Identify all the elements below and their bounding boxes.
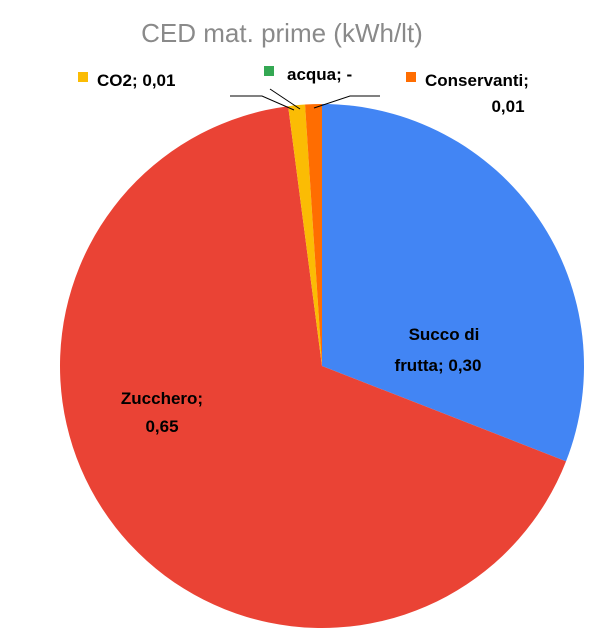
leader-line-conservanti [313,95,380,109]
slice-value-co2: 0,01 [142,71,175,90]
slice-name-acqua: acqua [287,65,337,84]
legend-key-conservanti [406,72,416,82]
slice-value-conservanti: 0,01 [491,97,524,116]
svg-text:Succo di: Succo di [409,325,480,344]
legend-key-acqua [264,66,274,76]
data-label-zucchero: Zucchero; 0,65 [121,389,203,436]
svg-text:frutta; 0,30: frutta; 0,30 [395,356,482,375]
data-label-acqua: acqua; - [264,65,352,84]
slice-value-acqua: - [347,65,353,84]
leader-line-acqua [269,88,301,110]
slice-name-co2: CO2 [97,71,132,90]
chart-title: CED mat. prime (kWh/lt) [141,18,423,48]
pie-slice-succo-di-frutta [322,104,584,462]
slice-value-succo-di-frutta: 0,30 [448,356,481,375]
svg-text:acqua; -: acqua; - [287,65,352,84]
leader-line-co2 [230,95,295,111]
pie-slice-co2 [288,104,322,366]
legend-key-co2 [78,72,88,82]
svg-text:Zucchero;: Zucchero; [121,389,203,408]
pie-slices [60,104,584,629]
data-label-co2: CO2; 0,01 [78,71,175,90]
pie-slice-conservanti [305,104,322,366]
data-label-conservanti: Conservanti; 0,01 [406,71,529,116]
slice-name-conservanti: Conservanti [425,71,523,90]
svg-text:CO2; 0,01: CO2; 0,01 [97,71,175,90]
svg-text:Conservanti;: Conservanti; [425,71,529,90]
pie-slice-zucchero [60,106,567,629]
data-label-succo-di-frutta: Succo di frutta; 0,30 [395,325,482,375]
slice-value-zucchero: 0,65 [145,417,178,436]
